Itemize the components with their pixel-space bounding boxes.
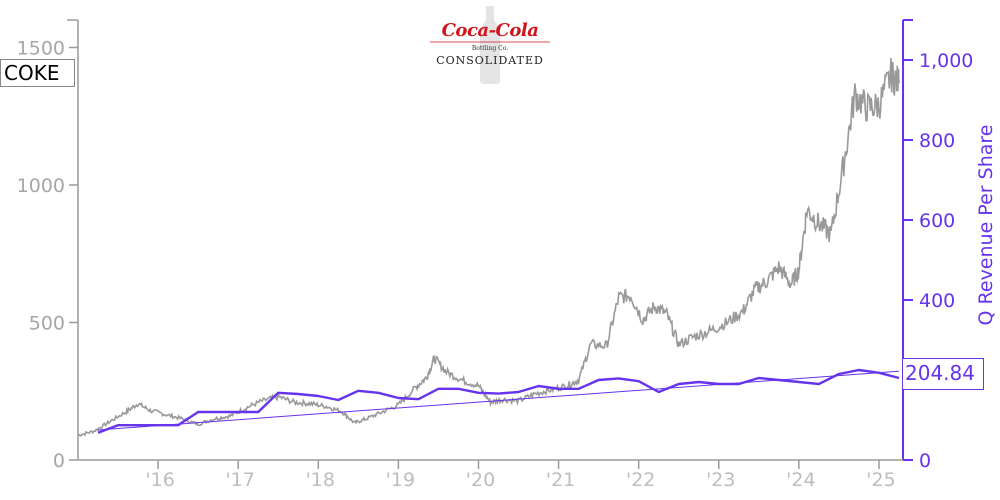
right-axis-tick-label: 1,000 (919, 50, 973, 72)
left-axis-tick-label: 1000 (17, 175, 65, 197)
price-line (77, 58, 900, 437)
price-series (77, 58, 900, 437)
company-logo: Coca-Cola Bottling Co. CONSOLIDATED (428, 4, 552, 86)
last-value-label: 204.84 (902, 358, 984, 390)
ticker-label: COKE (0, 59, 75, 87)
left-axis-tick-label: 0 (53, 450, 65, 472)
right-axis-tick-label: 400 (919, 290, 955, 312)
x-axis-tick-label: '22 (626, 469, 655, 491)
right-axis-title: Q Revenue Per Share (975, 125, 997, 326)
x-axis-tick-label: '21 (546, 469, 575, 491)
right-axis-tick-label: 0 (919, 450, 931, 472)
x-axis-tick-label: '20 (466, 469, 495, 491)
revenue-per-share-line (97, 368, 900, 434)
x-axis-tick-label: '17 (225, 469, 254, 491)
x-axis-tick-label: '19 (386, 469, 415, 491)
x-axis-tick-label: '18 (306, 469, 335, 491)
right-axis-tick-label: 800 (919, 130, 955, 152)
right-axis-tick-label: 600 (919, 210, 955, 232)
axes: 05001000150002004006008001,000'16'17'18'… (17, 19, 997, 491)
x-axis-tick-label: '16 (145, 469, 174, 491)
revenue-trend-line (97, 370, 900, 431)
left-axis-tick-label: 1500 (17, 38, 65, 60)
revenue-series (97, 368, 900, 434)
bottle-icon (430, 6, 550, 84)
logo-script-text: Coca-Cola (441, 20, 539, 41)
logo-sub-text: Bottling Co. (471, 45, 509, 52)
x-axis-tick-label: '23 (706, 469, 735, 491)
x-axis-tick-label: '24 (786, 469, 815, 491)
x-axis-tick-label: '25 (866, 469, 895, 491)
left-axis-tick-label: 500 (29, 313, 65, 335)
logo-main-text: CONSOLIDATED (436, 54, 544, 67)
